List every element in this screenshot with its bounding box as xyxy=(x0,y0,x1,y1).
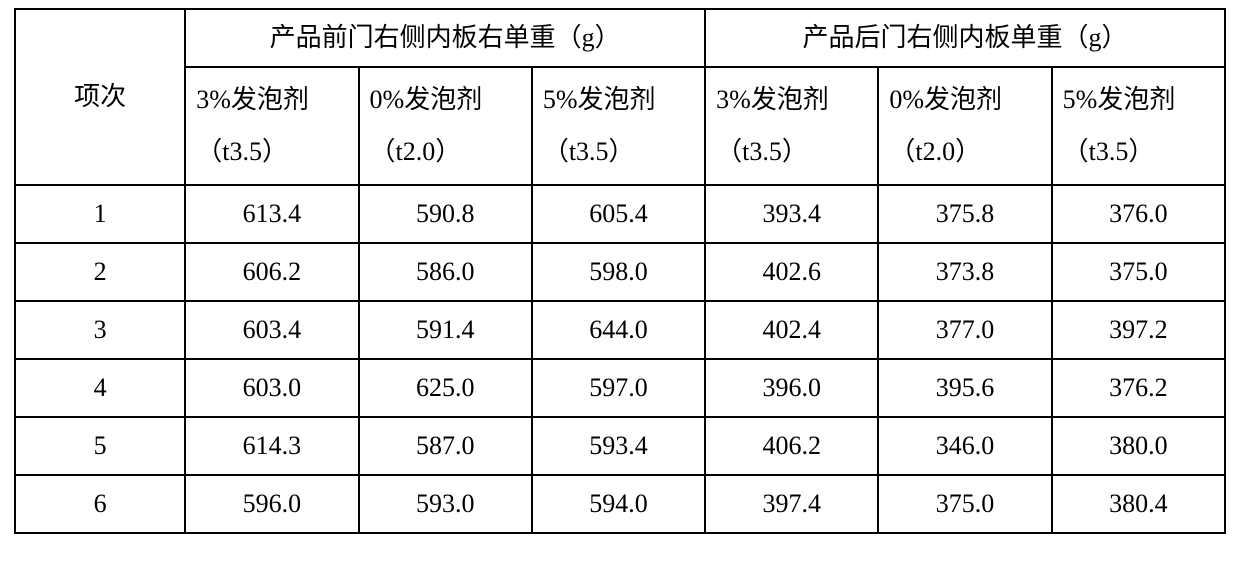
cell-value: 598.0 xyxy=(532,243,705,301)
subheader-front-0pct: 0%发泡剂 （t2.0） xyxy=(359,67,532,185)
table-row: 2 606.2 586.0 598.0 402.6 373.8 375.0 xyxy=(15,243,1225,301)
col-index-header: 项次 xyxy=(15,9,185,185)
subheader-line1: 5%发泡剂 xyxy=(543,74,704,126)
subheader-rear-5pct: 5%发泡剂 （t3.5） xyxy=(1052,67,1225,185)
cell-value: 603.4 xyxy=(185,301,358,359)
cell-value: 587.0 xyxy=(359,417,532,475)
subheader-line2: （t3.5） xyxy=(196,126,357,178)
table-row: 4 603.0 625.0 597.0 396.0 395.6 376.2 xyxy=(15,359,1225,417)
cell-value: 590.8 xyxy=(359,185,532,243)
cell-value: 605.4 xyxy=(532,185,705,243)
cell-value: 375.8 xyxy=(878,185,1051,243)
col-group-rear: 产品后门右侧内板单重（g） xyxy=(705,9,1225,67)
cell-value: 402.6 xyxy=(705,243,878,301)
cell-value: 614.3 xyxy=(185,417,358,475)
subheader-rear-3pct: 3%发泡剂 （t3.5） xyxy=(705,67,878,185)
cell-value: 586.0 xyxy=(359,243,532,301)
subheader-line2: （t3.5） xyxy=(543,126,704,178)
cell-value: 597.0 xyxy=(532,359,705,417)
subheader-rear-0pct: 0%发泡剂 （t2.0） xyxy=(878,67,1051,185)
row-index: 3 xyxy=(15,301,185,359)
weights-table: 项次 产品前门右侧内板右单重（g） 产品后门右侧内板单重（g） 3%发泡剂 （t… xyxy=(14,8,1226,534)
row-index: 1 xyxy=(15,185,185,243)
cell-value: 376.2 xyxy=(1052,359,1225,417)
cell-value: 380.0 xyxy=(1052,417,1225,475)
row-index: 2 xyxy=(15,243,185,301)
cell-value: 596.0 xyxy=(185,475,358,533)
cell-value: 397.2 xyxy=(1052,301,1225,359)
subheader-line1: 0%发泡剂 xyxy=(370,74,531,126)
cell-value: 375.0 xyxy=(1052,243,1225,301)
cell-value: 395.6 xyxy=(878,359,1051,417)
cell-value: 402.4 xyxy=(705,301,878,359)
cell-value: 376.0 xyxy=(1052,185,1225,243)
cell-value: 606.2 xyxy=(185,243,358,301)
subheader-line2: （t3.5） xyxy=(1063,126,1224,178)
cell-value: 644.0 xyxy=(532,301,705,359)
subheader-line1: 5%发泡剂 xyxy=(1063,74,1224,126)
row-index: 4 xyxy=(15,359,185,417)
cell-value: 613.4 xyxy=(185,185,358,243)
subheader-line2: （t3.5） xyxy=(716,126,877,178)
row-index: 6 xyxy=(15,475,185,533)
cell-value: 375.0 xyxy=(878,475,1051,533)
subheader-line1: 3%发泡剂 xyxy=(196,74,357,126)
cell-value: 397.4 xyxy=(705,475,878,533)
subheader-front-3pct: 3%发泡剂 （t3.5） xyxy=(185,67,358,185)
cell-value: 393.4 xyxy=(705,185,878,243)
cell-value: 377.0 xyxy=(878,301,1051,359)
cell-value: 593.4 xyxy=(532,417,705,475)
col-group-front: 产品前门右侧内板右单重（g） xyxy=(185,9,705,67)
cell-value: 603.0 xyxy=(185,359,358,417)
subheader-line1: 0%发泡剂 xyxy=(889,74,1050,126)
cell-value: 594.0 xyxy=(532,475,705,533)
subheader-line2: （t2.0） xyxy=(370,126,531,178)
table-row: 1 613.4 590.8 605.4 393.4 375.8 376.0 xyxy=(15,185,1225,243)
table-row: 5 614.3 587.0 593.4 406.2 346.0 380.0 xyxy=(15,417,1225,475)
subheader-line2: （t2.0） xyxy=(889,126,1050,178)
cell-value: 591.4 xyxy=(359,301,532,359)
cell-value: 396.0 xyxy=(705,359,878,417)
cell-value: 406.2 xyxy=(705,417,878,475)
cell-value: 346.0 xyxy=(878,417,1051,475)
row-index: 5 xyxy=(15,417,185,475)
subheader-line1: 3%发泡剂 xyxy=(716,74,877,126)
cell-value: 593.0 xyxy=(359,475,532,533)
cell-value: 373.8 xyxy=(878,243,1051,301)
table-row: 6 596.0 593.0 594.0 397.4 375.0 380.4 xyxy=(15,475,1225,533)
cell-value: 380.4 xyxy=(1052,475,1225,533)
table-row: 3 603.4 591.4 644.0 402.4 377.0 397.2 xyxy=(15,301,1225,359)
subheader-front-5pct: 5%发泡剂 （t3.5） xyxy=(532,67,705,185)
cell-value: 625.0 xyxy=(359,359,532,417)
